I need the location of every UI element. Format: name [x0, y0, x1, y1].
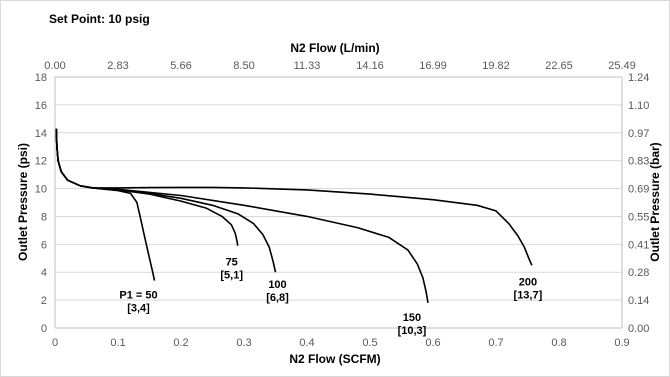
y2-tick-label: 0.28: [628, 267, 649, 279]
x-axis-title: N2 Flow (SCFM): [289, 352, 380, 366]
y2-tick-label: 0.00: [628, 323, 649, 335]
gridlines: [55, 76, 622, 301]
axes: [54, 76, 623, 329]
x2-tick-label: 11.33: [294, 60, 321, 72]
series-label-4: 200: [519, 276, 537, 288]
x2-tick-label: 2.83: [107, 60, 128, 72]
x2-axis-title: N2 Flow (L/min): [290, 41, 379, 55]
y-tick-label: 8: [41, 211, 47, 223]
series-label-3: [10,3]: [398, 325, 427, 337]
series-label-0: P1 = 50: [119, 290, 157, 302]
y2-tick-label: 0.14: [628, 295, 649, 307]
y-tick-label: 12: [35, 156, 47, 168]
series-lines: [55, 128, 533, 304]
y2-tick-label: 0.55: [628, 211, 649, 223]
x-tick-label: 0.8: [551, 337, 566, 349]
y2-tick-label: 1.24: [628, 72, 649, 84]
x2-tick-label: 22.65: [545, 60, 573, 72]
series-line-0: [55, 128, 156, 281]
y2-tick-label: 1.10: [628, 100, 649, 112]
series-label-4: [13,7]: [514, 289, 543, 301]
x2-tick-label: 5.66: [170, 60, 191, 72]
y-tick-label: 16: [35, 100, 47, 112]
y2-tick-label: 0.83: [628, 156, 649, 168]
x-tick-label: 0.6: [425, 337, 440, 349]
y-tick-label: 14: [35, 128, 47, 140]
y-tick-label: 0: [41, 323, 47, 335]
y2-tick-label: 0.97: [628, 128, 649, 140]
chart-title: Set Point: 10 psig: [49, 12, 150, 26]
x-tick-label: 0.4: [299, 337, 314, 349]
y-tick-label: 18: [35, 72, 47, 84]
series-label-0: [3,4]: [127, 303, 150, 315]
x2-tick-label: 0.00: [44, 60, 65, 72]
y-tick-label: 6: [41, 239, 47, 251]
x-tick-label: 0.5: [362, 337, 377, 349]
series-line-2: [55, 128, 277, 273]
y2-tick-label: 0.41: [628, 239, 649, 251]
y-tick-label: 4: [41, 267, 47, 279]
x-tick-label: 0.3: [236, 337, 251, 349]
y2-tick-label: 0.69: [628, 184, 649, 196]
x2-tick-label: 25.49: [608, 60, 636, 72]
x2-tick-label: 16.99: [419, 60, 447, 72]
series-label-1: 75: [226, 257, 238, 269]
series-line-4: [55, 128, 533, 266]
x-tick-label: 0.9: [614, 337, 629, 349]
series-label-3: 150: [403, 312, 421, 324]
x-tick-label: 0.1: [110, 337, 125, 349]
series-annotations: P1 = 50[3,4] 75[5,1] 100[6,8] 150[10,3] 200[…: [119, 257, 542, 337]
y-axis-title: Outlet Pressure (psi): [16, 143, 30, 261]
x2-tick-label: 14.16: [356, 60, 384, 72]
x-tick-label: 0.2: [173, 337, 188, 349]
x-tick-label: 0: [52, 337, 58, 349]
x-tick-label: 0.7: [488, 337, 503, 349]
y2-axis-title: Outlet Pressure (bar): [648, 142, 662, 261]
x2-tick-label: 19.82: [482, 60, 510, 72]
y-tick-label: 10: [35, 184, 47, 196]
series-label-2: 100: [268, 279, 286, 291]
x2-tick-label: 8.50: [233, 60, 254, 72]
series-label-2: [6,8]: [266, 292, 289, 304]
y-tick-label: 2: [41, 295, 47, 307]
series-label-1: [5,1]: [220, 270, 243, 282]
